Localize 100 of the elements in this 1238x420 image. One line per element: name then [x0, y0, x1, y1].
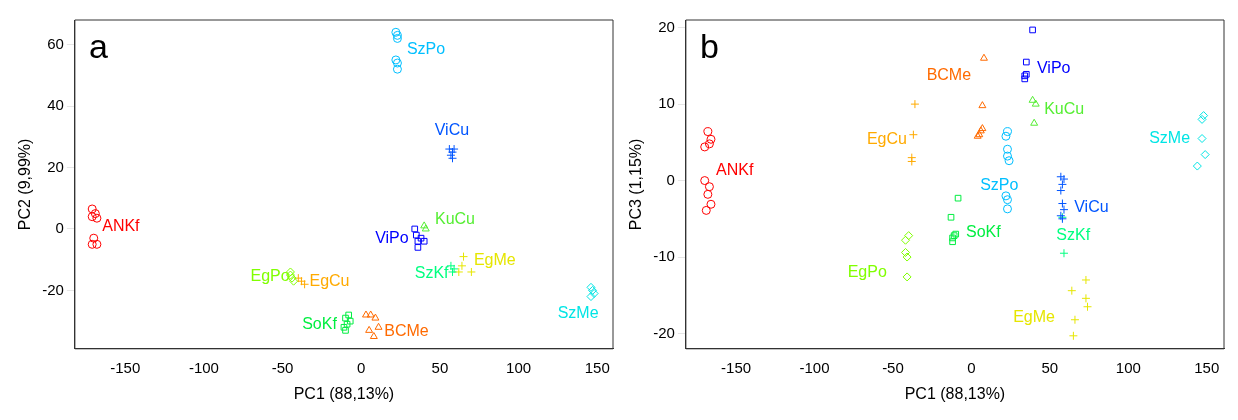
- y-tick-label: -20: [42, 280, 64, 298]
- series-label: SoKf: [966, 222, 1002, 240]
- x-tick-label: 100: [1115, 358, 1141, 376]
- point: [371, 313, 380, 321]
- series-label: EgMe: [473, 251, 516, 269]
- series-label: SzKf: [414, 264, 450, 282]
- point: [1083, 302, 1093, 312]
- point: [343, 320, 351, 328]
- series-label: SzMe: [1149, 129, 1191, 147]
- point: [340, 323, 348, 331]
- series-label: ANKf: [716, 161, 754, 179]
- point: [411, 225, 419, 233]
- x-axis-title: PC1 (88,13%): [293, 384, 395, 402]
- y-axis-title: PC2 (9,99%): [16, 138, 34, 231]
- series-label: ViPo: [1036, 58, 1071, 76]
- point: [1057, 199, 1067, 209]
- point: [706, 134, 716, 144]
- series-label: SzKf: [1056, 225, 1091, 243]
- x-tick-label: -50: [271, 358, 294, 376]
- x-tick-label: 0: [357, 358, 366, 376]
- point: [947, 213, 955, 221]
- x-tick-label: -150: [721, 358, 752, 376]
- point: [1021, 75, 1029, 83]
- y-tick-label: -10: [653, 247, 675, 265]
- point: [908, 130, 918, 140]
- series-label: KuCu: [434, 209, 475, 227]
- x-tick-label: 50: [1041, 358, 1059, 376]
- y-tick-label: 0: [666, 170, 675, 188]
- point: [345, 311, 352, 319]
- point: [421, 224, 430, 232]
- series-label: ViPo: [375, 229, 409, 247]
- point: [366, 310, 375, 318]
- point: [454, 267, 464, 277]
- point: [703, 127, 713, 137]
- point: [703, 189, 713, 199]
- point: [1059, 205, 1069, 215]
- point: [466, 267, 476, 277]
- point: [1067, 286, 1077, 296]
- point: [1001, 131, 1011, 141]
- point: [700, 176, 710, 186]
- x-tick-label: -50: [882, 358, 904, 376]
- point: [89, 233, 99, 243]
- point: [1031, 99, 1040, 107]
- point: [1003, 144, 1012, 154]
- y-tick-label: 20: [47, 157, 64, 175]
- series-label: ViCu: [1074, 197, 1109, 215]
- point: [1081, 293, 1091, 303]
- series-label: EgMe: [1013, 307, 1056, 325]
- point: [414, 244, 422, 251]
- point: [420, 221, 429, 229]
- y-tick-label: 10: [658, 94, 675, 112]
- chart-title: a: [88, 27, 108, 66]
- series-label: ViCu: [434, 121, 470, 139]
- series-label: EgPo: [847, 262, 887, 280]
- series-label: BCMe: [926, 66, 972, 84]
- point: [700, 142, 710, 152]
- point: [978, 101, 987, 109]
- point: [1003, 127, 1012, 137]
- point: [1001, 191, 1011, 201]
- point: [414, 237, 422, 245]
- point: [369, 332, 378, 340]
- x-tick-label: -100: [188, 358, 219, 376]
- point: [365, 325, 374, 333]
- point: [1200, 150, 1210, 160]
- point: [459, 252, 469, 262]
- point: [1029, 26, 1036, 34]
- point: [902, 252, 912, 262]
- y-tick-label: 60: [47, 34, 64, 52]
- point: [300, 279, 310, 289]
- point: [910, 99, 920, 109]
- point: [417, 234, 425, 242]
- point: [346, 317, 354, 325]
- point: [420, 237, 428, 245]
- point: [902, 272, 912, 282]
- point: [92, 213, 102, 223]
- series-label: EgPo: [250, 266, 290, 284]
- point: [87, 239, 97, 249]
- y-axis-title: PC3 (1,15%): [627, 138, 645, 231]
- point: [704, 182, 714, 192]
- point: [1197, 134, 1207, 144]
- series-label: SzPo: [980, 175, 1019, 193]
- point: [706, 199, 716, 209]
- x-tick-label: 100: [506, 358, 532, 376]
- series-label: ANKf: [102, 216, 141, 234]
- y-tick-label: 40: [47, 96, 64, 114]
- series-label: SoKf: [302, 315, 338, 333]
- point: [586, 292, 596, 302]
- point: [1057, 179, 1067, 189]
- point: [949, 238, 956, 246]
- point: [374, 322, 383, 330]
- point: [392, 64, 402, 74]
- point: [1023, 58, 1030, 66]
- point: [1070, 315, 1080, 325]
- x-axis-title: PC1 (88,13%): [904, 384, 1006, 402]
- point: [342, 314, 349, 322]
- point: [1004, 156, 1014, 166]
- point: [92, 239, 102, 249]
- x-tick-label: 150: [1194, 358, 1220, 376]
- series-label: BCMe: [384, 322, 429, 340]
- x-tick-label: -100: [799, 358, 830, 376]
